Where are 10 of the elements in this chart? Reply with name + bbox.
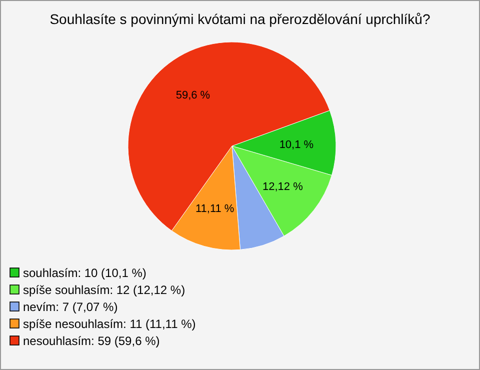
data-label: 10,1 % xyxy=(279,138,314,151)
data-label: 11,11 % xyxy=(195,203,234,216)
legend-label: spíše souhlasím: 12 (12,12 %) xyxy=(23,283,186,297)
legend-label: nevím: 7 (7,07 %) xyxy=(23,300,118,314)
data-label: 12,12 % xyxy=(262,180,304,193)
chart-title: Souhlasíte s povinnými kvótami na přerozdělování uprchlíků? xyxy=(50,11,430,27)
legend-label: spíše nesouhlasím: 11 (11,11 %) xyxy=(23,317,196,331)
legend-label: souhlasím: 10 (10,1 %) xyxy=(23,266,146,280)
data-label: 59,6 % xyxy=(176,90,210,102)
legend-label: nesouhlasím: 59 (59,6 %) xyxy=(23,334,160,348)
